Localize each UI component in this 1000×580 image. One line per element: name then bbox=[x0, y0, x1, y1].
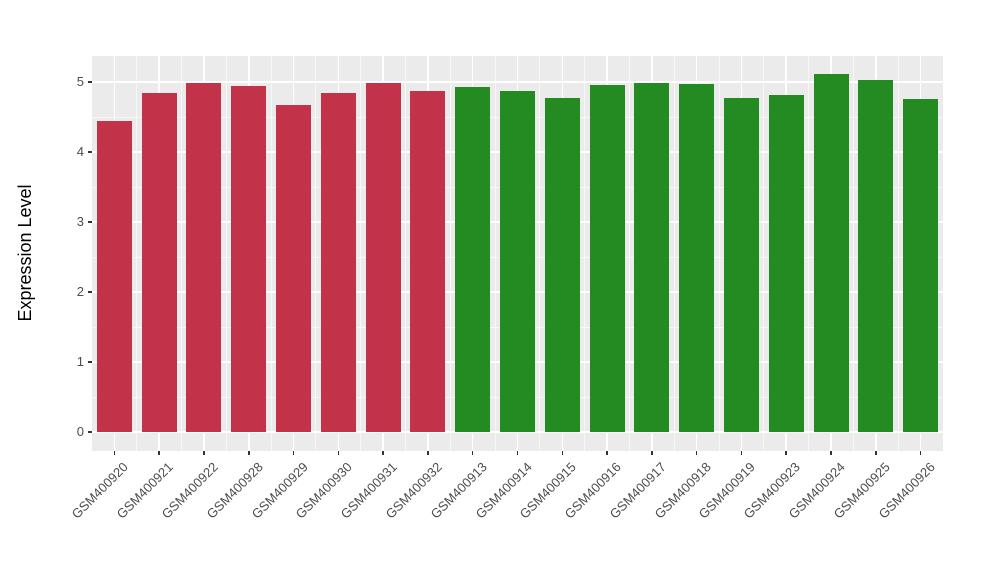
plot-panel bbox=[92, 56, 943, 451]
x-tick-mark bbox=[337, 451, 340, 455]
y-tick-label: 3 bbox=[76, 214, 84, 229]
x-tick-mark bbox=[875, 451, 877, 455]
y-axis-title: Expression Level bbox=[15, 184, 35, 322]
x-tick-mark bbox=[113, 451, 116, 455]
x-tick-mark bbox=[695, 451, 698, 455]
gridline-minor-vertical bbox=[897, 56, 899, 451]
gridline-minor-vertical bbox=[494, 56, 496, 451]
y-tick-mark bbox=[88, 221, 92, 223]
bar bbox=[141, 92, 177, 432]
x-tick-mark bbox=[382, 451, 384, 455]
gridline-minor-vertical bbox=[270, 56, 272, 451]
x-tick-mark bbox=[740, 451, 743, 455]
y-tick-label: 5 bbox=[76, 74, 84, 89]
gridline-minor-vertical bbox=[225, 56, 227, 451]
y-tick-label: 2 bbox=[76, 284, 84, 299]
y-tick-mark bbox=[88, 81, 92, 83]
x-tick-mark bbox=[292, 451, 295, 455]
bar bbox=[544, 98, 580, 432]
x-tick-mark bbox=[203, 451, 205, 455]
bar bbox=[589, 84, 625, 432]
x-tick-mark bbox=[561, 451, 564, 455]
x-tick-mark bbox=[606, 451, 608, 455]
y-tick-mark bbox=[88, 151, 92, 153]
gridline-minor-vertical bbox=[852, 56, 854, 451]
gridline-minor-vertical bbox=[405, 56, 407, 451]
bar bbox=[455, 86, 491, 432]
gridline-minor-vertical bbox=[808, 56, 810, 451]
gridline-minor-vertical bbox=[673, 56, 675, 451]
x-tick-mark bbox=[516, 451, 519, 455]
bar bbox=[410, 91, 446, 432]
x-tick-mark bbox=[471, 451, 474, 455]
x-tick-mark bbox=[158, 451, 160, 455]
bar bbox=[500, 91, 535, 432]
y-tick-mark bbox=[88, 431, 92, 433]
bar bbox=[320, 93, 356, 432]
gridline-minor-vertical bbox=[584, 56, 586, 451]
gridline-minor-vertical bbox=[539, 56, 541, 451]
bar bbox=[768, 95, 804, 432]
bar bbox=[276, 105, 312, 432]
bar bbox=[96, 121, 132, 432]
x-tick-mark bbox=[919, 451, 922, 455]
bar bbox=[813, 74, 849, 432]
x-tick-mark bbox=[427, 451, 429, 455]
y-tick-mark bbox=[88, 291, 92, 293]
bar bbox=[679, 84, 715, 432]
gridline-minor-vertical bbox=[763, 56, 765, 451]
bar bbox=[186, 82, 222, 432]
bar bbox=[231, 85, 267, 432]
x-tick-mark bbox=[785, 451, 787, 455]
x-tick-mark bbox=[248, 451, 250, 455]
x-tick-mark bbox=[830, 451, 832, 455]
y-tick-label: 4 bbox=[76, 144, 84, 159]
y-tick-label: 0 bbox=[76, 424, 84, 439]
y-tick-mark bbox=[88, 361, 92, 363]
gridline-minor-vertical bbox=[449, 56, 451, 451]
bar bbox=[723, 98, 759, 432]
x-tick-mark bbox=[651, 451, 653, 455]
gridline-minor-vertical bbox=[181, 56, 183, 451]
gridline-minor-vertical bbox=[315, 56, 317, 451]
bar bbox=[365, 82, 401, 432]
bar bbox=[858, 79, 894, 432]
y-tick-label: 1 bbox=[76, 354, 84, 369]
gridline-minor-vertical bbox=[360, 56, 362, 451]
bar bbox=[634, 82, 670, 432]
gridline-minor-vertical bbox=[628, 56, 630, 451]
bar bbox=[903, 98, 939, 432]
gridline-minor-vertical bbox=[718, 56, 720, 451]
gridline-minor-vertical bbox=[136, 56, 138, 451]
